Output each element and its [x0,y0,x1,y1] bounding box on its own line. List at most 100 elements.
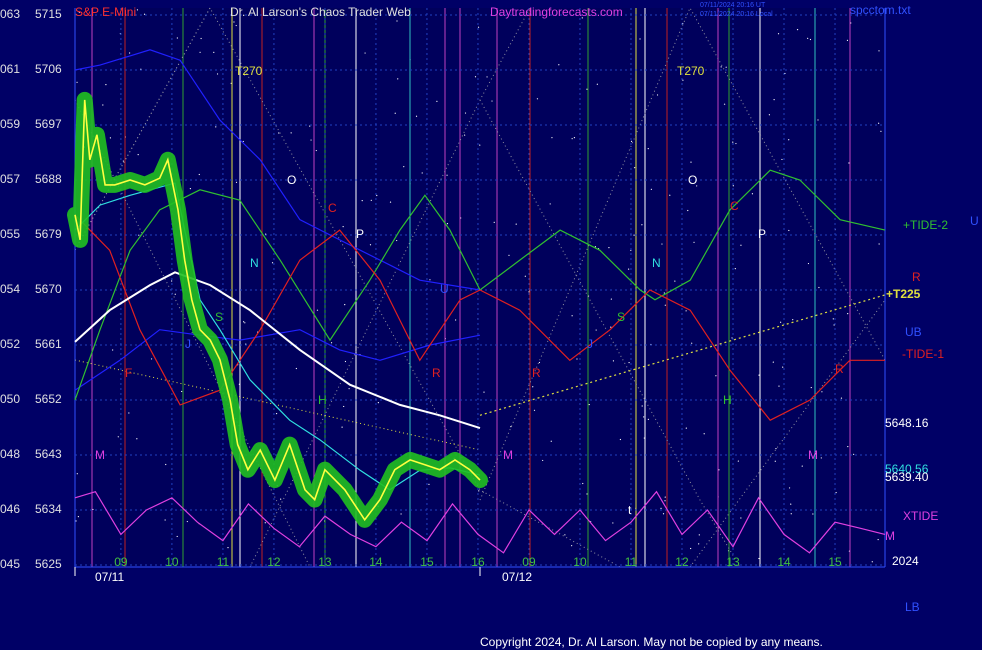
star [664,500,666,502]
star [315,149,317,152]
star [464,134,466,136]
annotation: R [432,366,441,380]
annotation: N [250,256,259,270]
annotation: P [758,227,766,241]
star [478,490,480,492]
star [189,188,191,190]
annotation: C [328,201,337,215]
star [76,81,78,83]
left-label: 054 [0,282,20,296]
y-tick-label: 5688 [35,172,62,186]
annotation: J [587,337,593,351]
series-label: +TIDE-2 [903,218,948,232]
annotation: T270 [235,64,263,78]
star [105,83,107,86]
star [641,405,643,407]
star [446,174,448,176]
star [780,321,782,323]
series-line [74,271,481,430]
y-tick-label: 5670 [35,282,62,296]
star [271,262,274,264]
star [848,162,850,164]
star [515,223,517,225]
star [400,513,402,515]
star [364,52,366,54]
star [737,460,739,462]
annotation: F [125,366,132,380]
star [369,244,372,246]
star [310,139,312,141]
annotation: R [835,362,844,376]
y-tick-label: 5679 [35,227,62,241]
star [772,361,774,363]
star [455,319,457,321]
star [549,203,551,205]
star [777,33,780,35]
star [428,483,430,485]
star [630,140,633,142]
star [493,221,495,223]
star [341,426,343,428]
x-tick-label: 13 [726,555,740,569]
x-tick-label: 11 [217,555,230,569]
star [330,342,333,344]
annotation: M [503,448,513,462]
star [396,239,398,242]
star [735,142,737,145]
star [198,173,200,176]
star [290,132,292,134]
star [690,161,692,163]
right-label: R [912,270,921,284]
star [790,503,792,505]
star [847,445,849,448]
star [595,329,597,331]
star [877,538,879,541]
star [878,243,880,245]
star [608,247,610,249]
star [594,246,597,248]
annotation: O [688,173,697,187]
star [174,293,176,295]
star [734,268,736,270]
star [508,254,510,256]
star [758,374,760,376]
star [647,148,649,150]
star [633,167,636,169]
star [687,209,689,212]
timestamp: 07/11/2024 20:16 UT [700,2,766,9]
star [809,38,812,41]
right-label: U [970,214,979,228]
star [796,29,799,31]
series-line [74,214,885,421]
star [612,360,615,362]
star [627,268,630,270]
star [740,517,742,519]
star [102,104,104,106]
star [832,318,834,320]
star [720,66,722,68]
star [528,291,530,293]
star [751,193,754,195]
star [136,438,138,440]
date-label: 07/11 [95,570,124,584]
star [343,405,345,408]
x-tick-label: 09 [114,555,128,569]
star [669,194,671,196]
star [571,138,573,140]
star [136,9,139,11]
star [477,26,480,28]
star [76,473,78,475]
star [774,460,776,462]
star [278,132,280,134]
star [265,233,267,235]
star [725,66,727,68]
annotation: N [652,256,661,270]
star [674,280,676,282]
star [685,310,687,312]
series-line [74,99,481,522]
star [491,100,493,102]
x-tick-label: 15 [420,555,434,569]
star [788,487,791,489]
star [200,37,202,40]
x-tick-label: 15 [828,555,842,569]
